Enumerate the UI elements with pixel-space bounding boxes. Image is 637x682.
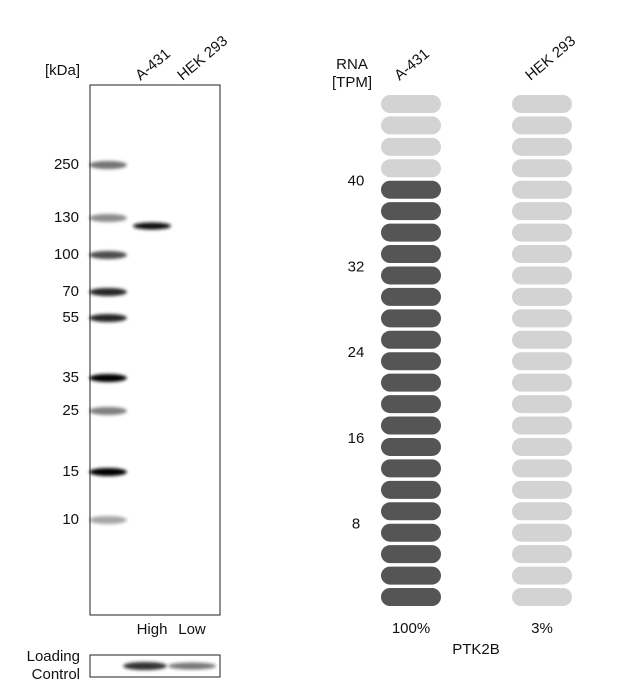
rna-pill <box>512 352 572 371</box>
sample-label: HEK 293 <box>522 32 579 84</box>
rna-pill <box>381 373 441 392</box>
rna-pill <box>381 416 441 435</box>
rna-pill <box>512 287 572 306</box>
level-label: Low <box>178 621 206 638</box>
rna-pill <box>381 116 441 135</box>
rna-pill <box>381 545 441 564</box>
ladder-band <box>89 251 127 259</box>
rna-pill <box>381 287 441 306</box>
rna-pill <box>512 245 572 264</box>
rna-pill <box>381 202 441 221</box>
rna-pill <box>381 245 441 264</box>
rna-pill <box>512 266 572 285</box>
sample-band <box>133 222 171 230</box>
lane-label: A-431 <box>132 45 174 84</box>
rna-pill <box>512 309 572 328</box>
marker-label: 10 <box>62 511 79 528</box>
ladder-band <box>89 288 127 296</box>
percent-label: 3% <box>531 620 553 637</box>
marker-label: 100 <box>54 246 79 263</box>
rna-pill <box>381 588 441 606</box>
marker-label: 250 <box>54 156 79 173</box>
ladder-band <box>89 314 127 322</box>
rna-pill <box>381 502 441 521</box>
percent-label: 100% <box>392 620 430 637</box>
rna-tick-label: 8 <box>352 516 360 533</box>
rna-pill <box>512 502 572 521</box>
marker-label: 25 <box>62 402 79 419</box>
ladder-band <box>89 161 127 169</box>
rna-pill <box>381 309 441 328</box>
rna-tick-label: 40 <box>348 173 365 190</box>
rna-pill <box>512 223 572 242</box>
rna-pill <box>512 159 572 178</box>
rna-pill <box>381 223 441 242</box>
marker-label: 130 <box>54 209 79 226</box>
rna-tick-label: 32 <box>348 258 365 275</box>
rna-pill <box>512 588 572 606</box>
rna-pill <box>381 266 441 285</box>
rna-pill <box>512 395 572 414</box>
rna-pill <box>381 395 441 414</box>
rna-tick-label: 24 <box>348 344 365 361</box>
rna-pill <box>381 480 441 499</box>
rna-pill <box>512 116 572 135</box>
rna-pill <box>381 566 441 585</box>
rna-pill <box>512 416 572 435</box>
sample-label: A-431 <box>391 45 433 84</box>
gene-label: PTK2B <box>452 641 500 658</box>
rna-pill <box>381 330 441 349</box>
rna-pill <box>512 180 572 199</box>
marker-label: 70 <box>62 283 79 300</box>
rna-pill <box>512 137 572 156</box>
marker-label: 55 <box>62 309 79 326</box>
ladder-band <box>89 374 127 382</box>
loading-band <box>123 662 167 670</box>
loading-label: Loading Control <box>27 648 80 682</box>
marker-label: 15 <box>62 463 79 480</box>
ladder-band <box>89 407 127 415</box>
rna-pill <box>512 523 572 542</box>
rna-pill <box>381 352 441 371</box>
ladder-band <box>89 468 127 476</box>
rna-axis-title: RNA [TPM] <box>332 56 372 91</box>
rna-pill <box>381 137 441 156</box>
rna-pill <box>512 459 572 478</box>
rna-pill <box>512 373 572 392</box>
blot-frame <box>89 84 221 616</box>
rna-pill <box>512 202 572 221</box>
unit-label: [kDa] <box>45 62 80 79</box>
rna-pill <box>512 437 572 456</box>
level-label: High <box>137 621 168 638</box>
rna-pill <box>512 95 572 113</box>
rna-pill <box>512 330 572 349</box>
rna-pill <box>512 545 572 564</box>
rna-tick-label: 16 <box>348 430 365 447</box>
marker-label: 35 <box>62 369 79 386</box>
ladder-band <box>89 214 127 222</box>
ladder-band <box>89 516 127 524</box>
rna-pill <box>381 159 441 178</box>
rna-pill <box>381 523 441 542</box>
rna-pill <box>381 180 441 199</box>
lane-label: HEK 293 <box>174 32 231 84</box>
rna-pill <box>381 95 441 113</box>
rna-pill <box>512 566 572 585</box>
loading-band <box>168 662 216 670</box>
rna-pill <box>381 459 441 478</box>
rna-pill <box>512 480 572 499</box>
rna-pill <box>381 437 441 456</box>
